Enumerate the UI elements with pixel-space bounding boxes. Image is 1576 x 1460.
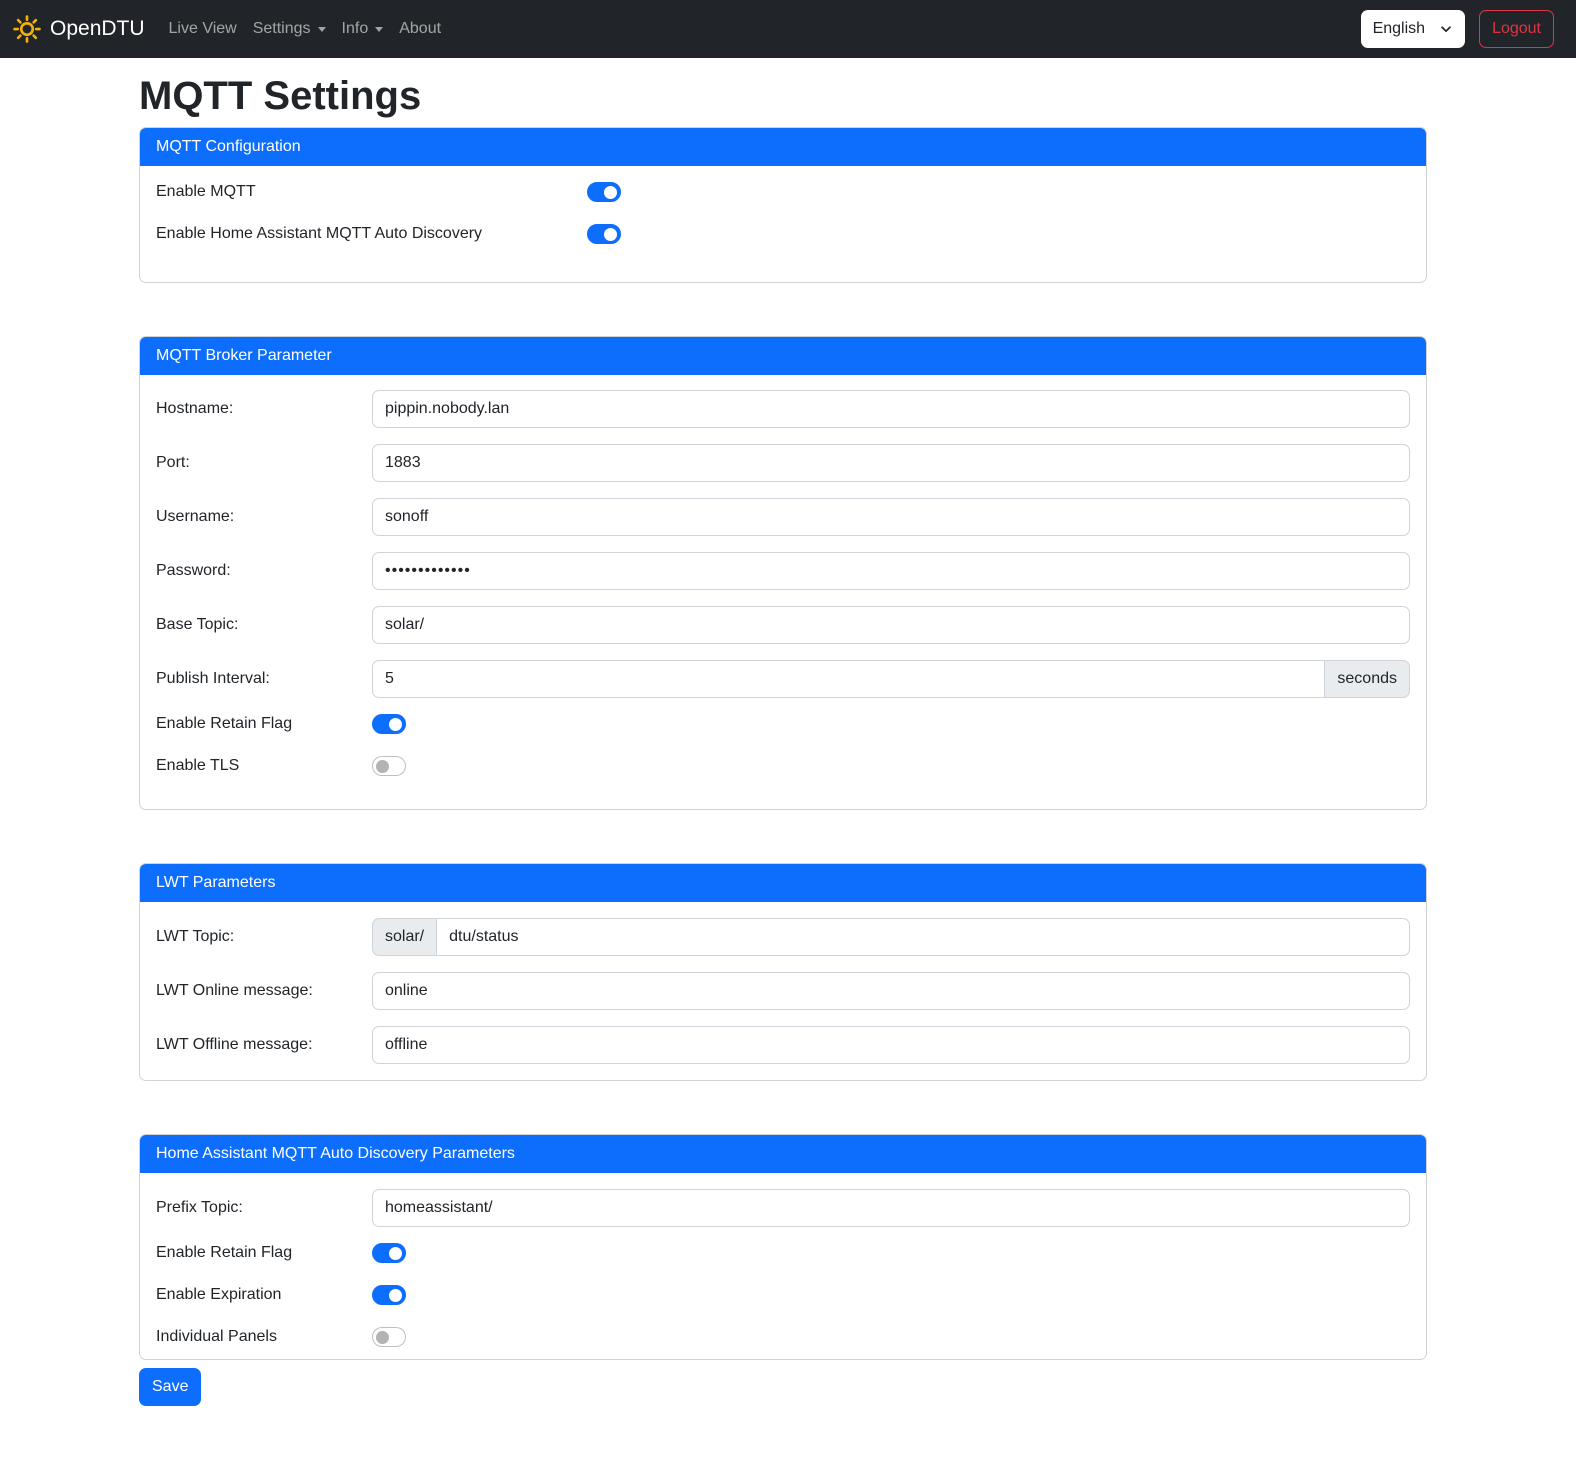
card-header-lwt-parameters: LWT Parameters bbox=[140, 864, 1426, 902]
toggle-knob bbox=[389, 1288, 402, 1302]
enable-mqtt-label: Enable MQTT bbox=[156, 183, 256, 200]
enable-tls-toggle[interactable] bbox=[372, 756, 406, 776]
retain-flag-toggle[interactable] bbox=[372, 714, 406, 734]
hostname-label: Hostname: bbox=[156, 400, 234, 417]
toggle-knob bbox=[604, 227, 617, 241]
toggle-knob bbox=[376, 1330, 389, 1344]
seconds-addon: seconds bbox=[1325, 660, 1410, 698]
form-row-prefix-topic: Prefix Topic: bbox=[156, 1189, 1410, 1227]
logout-button[interactable]: Logout bbox=[1479, 10, 1554, 48]
ha-expiration-toggle[interactable] bbox=[372, 1285, 406, 1305]
username-input[interactable] bbox=[372, 498, 1410, 536]
card-lwt-parameters: LWT Parameters LWT Topic: solar/ LWT Onl… bbox=[139, 863, 1427, 1081]
toggle-knob bbox=[604, 185, 617, 199]
sun-icon bbox=[12, 14, 42, 44]
nav-links: Live View Settings Info About bbox=[161, 12, 450, 46]
lwt-topic-label: LWT Topic: bbox=[156, 928, 235, 945]
form-row-enable-mqtt: Enable MQTT bbox=[156, 182, 1410, 202]
form-row-lwt-offline: LWT Offline message: bbox=[156, 1026, 1410, 1064]
form-row-port: Port: bbox=[156, 444, 1410, 482]
enable-ha-discovery-toggle[interactable] bbox=[587, 224, 621, 244]
publish-interval-label: Publish Interval: bbox=[156, 670, 270, 687]
card-mqtt-configuration: MQTT Configuration Enable MQTT Enable Ho… bbox=[139, 127, 1427, 283]
nav-info[interactable]: Info bbox=[334, 12, 392, 46]
form-row-base-topic: Base Topic: bbox=[156, 606, 1410, 644]
form-row-password: Password: bbox=[156, 552, 1410, 590]
main-container: MQTT Settings MQTT Configuration Enable … bbox=[139, 74, 1427, 1406]
hostname-input[interactable] bbox=[372, 390, 1410, 428]
ha-retain-flag-label: Enable Retain Flag bbox=[156, 1244, 293, 1261]
lwt-topic-input[interactable] bbox=[436, 918, 1410, 956]
lwt-online-input[interactable] bbox=[372, 972, 1410, 1010]
save-button[interactable]: Save bbox=[139, 1368, 202, 1406]
base-topic-input[interactable] bbox=[372, 606, 1410, 644]
form-row-ha-expiration: Enable Expiration bbox=[156, 1285, 1410, 1305]
ha-expiration-label: Enable Expiration bbox=[156, 1286, 282, 1303]
brand-label: OpenDTU bbox=[50, 17, 145, 40]
publish-interval-input[interactable] bbox=[372, 660, 1326, 698]
form-row-lwt-online: LWT Online message: bbox=[156, 972, 1410, 1010]
chevron-down-icon bbox=[1439, 22, 1453, 36]
password-input[interactable] bbox=[372, 552, 1410, 590]
form-row-publish-interval: Publish Interval: seconds bbox=[156, 660, 1410, 698]
language-select[interactable]: English bbox=[1360, 10, 1466, 48]
navbar: OpenDTU Live View Settings Info About En… bbox=[0, 0, 1576, 58]
brand-link[interactable]: OpenDTU bbox=[12, 14, 145, 44]
card-mqtt-broker-parameter: MQTT Broker Parameter Hostname: Port: Us… bbox=[139, 336, 1427, 810]
port-label: Port: bbox=[156, 454, 190, 471]
base-topic-label: Base Topic: bbox=[156, 616, 239, 633]
individual-panels-toggle[interactable] bbox=[372, 1327, 406, 1347]
card-header-ha-auto-discovery: Home Assistant MQTT Auto Discovery Param… bbox=[140, 1135, 1426, 1173]
individual-panels-label: Individual Panels bbox=[156, 1328, 277, 1345]
navbar-right: English Logout bbox=[1360, 10, 1554, 48]
lwt-topic-prefix-addon: solar/ bbox=[372, 918, 437, 956]
form-row-ha-retain-flag: Enable Retain Flag bbox=[156, 1243, 1410, 1263]
ha-retain-flag-toggle[interactable] bbox=[372, 1243, 406, 1263]
retain-flag-label: Enable Retain Flag bbox=[156, 715, 293, 732]
form-row-username: Username: bbox=[156, 498, 1410, 536]
card-header-mqtt-configuration: MQTT Configuration bbox=[140, 128, 1426, 166]
toggle-knob bbox=[389, 717, 402, 731]
page-title: MQTT Settings bbox=[139, 74, 422, 118]
form-row-retain-flag: Enable Retain Flag bbox=[156, 714, 1410, 734]
lwt-online-label: LWT Online message: bbox=[156, 982, 313, 999]
form-row-enable-tls: Enable TLS bbox=[156, 756, 1410, 776]
username-label: Username: bbox=[156, 508, 235, 525]
password-label: Password: bbox=[156, 562, 231, 579]
form-row-enable-ha-discovery: Enable Home Assistant MQTT Auto Discover… bbox=[156, 224, 1410, 244]
form-row-lwt-topic: LWT Topic: solar/ bbox=[156, 918, 1410, 956]
toggle-knob bbox=[376, 759, 389, 773]
chevron-down-icon bbox=[317, 26, 326, 32]
nav-about[interactable]: About bbox=[399, 20, 442, 37]
language-value: English bbox=[1372, 20, 1426, 37]
chevron-down-icon bbox=[375, 26, 384, 32]
enable-tls-label: Enable TLS bbox=[156, 757, 240, 774]
prefix-topic-input[interactable] bbox=[372, 1189, 1410, 1227]
prefix-topic-label: Prefix Topic: bbox=[156, 1199, 243, 1216]
port-input[interactable] bbox=[372, 444, 1410, 482]
toggle-knob bbox=[389, 1246, 402, 1260]
nav-live-view[interactable]: Live View bbox=[168, 20, 237, 37]
enable-ha-discovery-label: Enable Home Assistant MQTT Auto Discover… bbox=[156, 225, 483, 242]
card-header-mqtt-broker-parameter: MQTT Broker Parameter bbox=[140, 337, 1426, 375]
form-row-individual-panels: Individual Panels bbox=[156, 1327, 1410, 1347]
nav-settings[interactable]: Settings bbox=[245, 12, 334, 46]
form-row-hostname: Hostname: bbox=[156, 390, 1410, 428]
lwt-offline-input[interactable] bbox=[372, 1026, 1410, 1064]
enable-mqtt-toggle[interactable] bbox=[587, 182, 621, 202]
lwt-offline-label: LWT Offline message: bbox=[156, 1036, 313, 1053]
card-ha-auto-discovery: Home Assistant MQTT Auto Discovery Param… bbox=[139, 1134, 1427, 1360]
